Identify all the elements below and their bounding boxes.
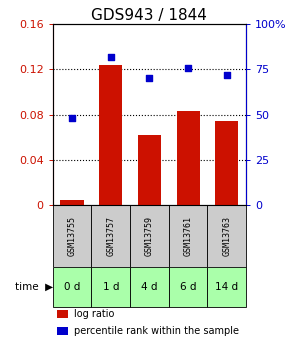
Bar: [130, 205, 169, 267]
Bar: [91, 267, 130, 307]
Bar: [176, 111, 200, 205]
Bar: [169, 267, 207, 307]
Bar: [207, 205, 246, 267]
Bar: [57, 327, 68, 335]
Bar: [207, 267, 246, 307]
Bar: [53, 267, 91, 307]
Text: 0 d: 0 d: [64, 282, 80, 292]
Title: GDS943 / 1844: GDS943 / 1844: [91, 8, 207, 23]
Text: GSM13759: GSM13759: [145, 216, 154, 256]
Text: 6 d: 6 d: [180, 282, 196, 292]
Bar: [99, 65, 122, 205]
Bar: [91, 205, 130, 267]
Text: GSM13757: GSM13757: [106, 216, 115, 256]
Text: 1 d: 1 d: [103, 282, 119, 292]
Text: log ratio: log ratio: [74, 309, 114, 319]
Text: GSM13761: GSM13761: [184, 216, 193, 256]
Text: 4 d: 4 d: [141, 282, 158, 292]
Text: GSM13763: GSM13763: [222, 216, 231, 256]
Bar: [169, 205, 207, 267]
Text: 14 d: 14 d: [215, 282, 238, 292]
Bar: [60, 199, 84, 205]
Bar: [138, 135, 161, 205]
Point: [108, 54, 113, 59]
Text: GSM13755: GSM13755: [68, 216, 76, 256]
Text: time  ▶: time ▶: [15, 282, 53, 292]
Point: [70, 116, 74, 121]
Bar: [57, 310, 68, 318]
Bar: [53, 205, 91, 267]
Bar: [215, 121, 239, 205]
Point: [147, 76, 152, 81]
Text: percentile rank within the sample: percentile rank within the sample: [74, 326, 239, 336]
Point: [224, 72, 229, 78]
Point: [186, 65, 190, 70]
Bar: [130, 267, 169, 307]
